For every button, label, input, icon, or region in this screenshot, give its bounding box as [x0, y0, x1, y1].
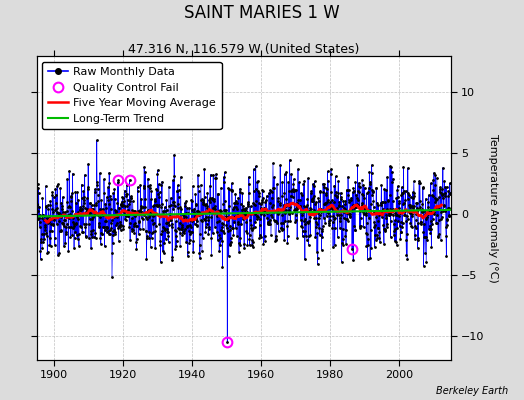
Text: Berkeley Earth: Berkeley Earth: [436, 386, 508, 396]
Title: 47.316 N, 116.579 W (United States): 47.316 N, 116.579 W (United States): [128, 43, 359, 56]
Text: SAINT MARIES 1 W: SAINT MARIES 1 W: [184, 4, 340, 22]
Y-axis label: Temperature Anomaly (°C): Temperature Anomaly (°C): [488, 134, 498, 282]
Legend: Raw Monthly Data, Quality Control Fail, Five Year Moving Average, Long-Term Tren: Raw Monthly Data, Quality Control Fail, …: [42, 62, 222, 129]
